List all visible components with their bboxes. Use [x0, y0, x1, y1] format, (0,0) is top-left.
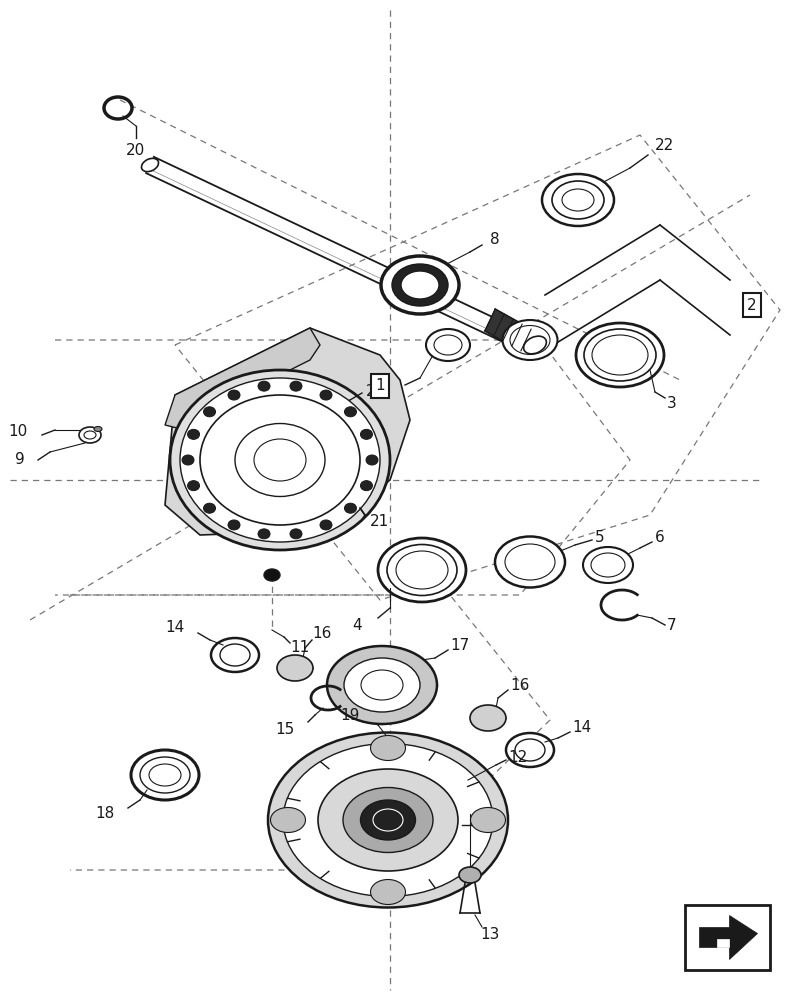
Text: 14: 14	[165, 620, 185, 636]
Polygon shape	[484, 309, 539, 356]
Ellipse shape	[187, 481, 200, 491]
Ellipse shape	[575, 323, 663, 387]
Ellipse shape	[320, 390, 332, 400]
Ellipse shape	[283, 743, 492, 896]
Text: 3: 3	[667, 396, 676, 412]
Text: 2: 2	[746, 298, 756, 312]
Ellipse shape	[264, 569, 280, 581]
Ellipse shape	[344, 407, 356, 417]
Text: 7: 7	[667, 617, 676, 633]
Text: 18: 18	[96, 806, 115, 821]
Text: 11: 11	[290, 640, 309, 654]
Text: 13: 13	[480, 927, 499, 942]
Ellipse shape	[426, 329, 470, 361]
Ellipse shape	[505, 733, 553, 767]
Ellipse shape	[227, 389, 242, 401]
FancyBboxPatch shape	[684, 905, 769, 970]
Ellipse shape	[360, 481, 372, 491]
Ellipse shape	[380, 256, 458, 314]
Ellipse shape	[401, 271, 439, 299]
Ellipse shape	[583, 329, 655, 381]
Text: 4: 4	[352, 617, 362, 633]
Ellipse shape	[495, 536, 564, 587]
Text: 8: 8	[490, 232, 500, 247]
Text: 10: 10	[9, 424, 28, 440]
Ellipse shape	[139, 757, 190, 793]
Ellipse shape	[551, 181, 603, 219]
Ellipse shape	[360, 429, 372, 439]
Ellipse shape	[169, 370, 389, 550]
Text: 16: 16	[509, 678, 529, 692]
Text: 9: 9	[15, 452, 25, 468]
Polygon shape	[717, 939, 728, 947]
Ellipse shape	[79, 427, 101, 443]
Ellipse shape	[320, 520, 332, 530]
Polygon shape	[165, 328, 320, 430]
Text: 12: 12	[508, 750, 527, 766]
Ellipse shape	[366, 455, 378, 465]
Ellipse shape	[342, 787, 432, 852]
Text: 5: 5	[594, 530, 604, 546]
Ellipse shape	[370, 879, 405, 904]
Ellipse shape	[180, 378, 380, 542]
Ellipse shape	[258, 529, 270, 539]
Ellipse shape	[327, 646, 436, 724]
Ellipse shape	[470, 705, 505, 731]
Text: 16: 16	[312, 626, 331, 642]
Text: 15: 15	[276, 722, 294, 738]
Text: 21: 21	[370, 514, 389, 530]
Text: 17: 17	[450, 638, 469, 652]
Ellipse shape	[268, 732, 508, 907]
Ellipse shape	[228, 520, 240, 530]
Ellipse shape	[344, 503, 356, 513]
Ellipse shape	[318, 769, 457, 871]
Ellipse shape	[360, 800, 415, 840]
Ellipse shape	[523, 336, 546, 354]
Ellipse shape	[290, 381, 302, 391]
Text: 1: 1	[375, 378, 384, 393]
Text: 14: 14	[572, 720, 591, 736]
Text: 19: 19	[340, 708, 359, 724]
Ellipse shape	[204, 407, 215, 417]
Ellipse shape	[182, 455, 194, 465]
Ellipse shape	[228, 390, 240, 400]
Text: 6: 6	[654, 530, 664, 546]
Ellipse shape	[204, 503, 215, 513]
Ellipse shape	[290, 529, 302, 539]
Ellipse shape	[582, 547, 633, 583]
Ellipse shape	[277, 655, 312, 681]
Ellipse shape	[392, 264, 448, 306]
Ellipse shape	[541, 174, 613, 226]
Ellipse shape	[211, 638, 259, 672]
Ellipse shape	[141, 158, 158, 172]
Ellipse shape	[344, 658, 419, 712]
Ellipse shape	[378, 538, 466, 602]
Polygon shape	[698, 915, 757, 959]
Text: 20: 20	[127, 143, 145, 158]
Ellipse shape	[387, 544, 457, 595]
Ellipse shape	[370, 736, 405, 760]
Text: 23: 23	[365, 384, 384, 399]
Ellipse shape	[94, 426, 102, 432]
Ellipse shape	[258, 381, 270, 391]
Ellipse shape	[502, 320, 557, 360]
Ellipse shape	[131, 750, 199, 800]
Ellipse shape	[470, 807, 505, 832]
Text: 22: 22	[654, 138, 674, 153]
Ellipse shape	[458, 867, 480, 883]
Ellipse shape	[187, 429, 200, 439]
Ellipse shape	[270, 807, 305, 832]
Polygon shape	[165, 328, 410, 535]
